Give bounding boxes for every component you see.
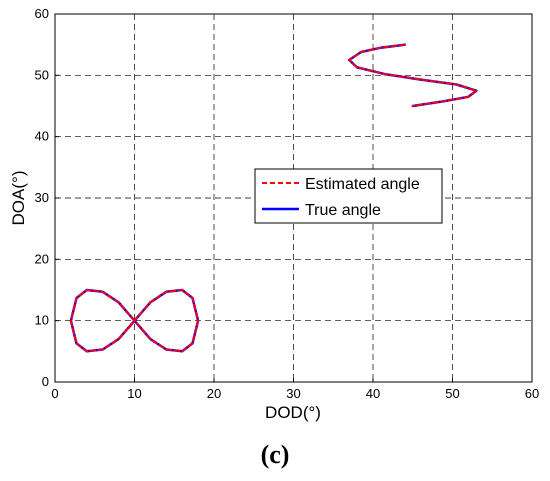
y-tick-label: 0 [42, 374, 49, 389]
legend: Estimated angle True angle [254, 168, 443, 224]
x-tick-label: 40 [366, 386, 380, 401]
y-tick-label: 40 [35, 129, 49, 144]
legend-true-label: True angle [305, 202, 381, 219]
x-tick-label: 60 [525, 386, 539, 401]
x-tick-label: 0 [51, 386, 58, 401]
y-tick-label: 50 [35, 67, 49, 82]
x-tick-label: 50 [445, 386, 459, 401]
plot-series [69, 43, 478, 353]
estimated-angle-line-2 [348, 43, 478, 107]
x-tick-label: 10 [127, 386, 141, 401]
legend-estimated-label: Estimated angle [305, 176, 420, 193]
y-axis-label: DOA(°) [9, 171, 28, 226]
estimated-angle-line-1 [69, 289, 200, 353]
figure-caption: (c) [260, 440, 290, 469]
y-tick-label: 30 [35, 190, 49, 205]
x-tick-label: 20 [207, 386, 221, 401]
x-axis-label: DOD(°) [265, 403, 321, 422]
axis-ticks: 0 10 20 30 40 50 60 0 10 20 30 40 50 60 [35, 6, 540, 401]
y-tick-label: 60 [35, 6, 49, 21]
x-tick-label: 30 [286, 386, 300, 401]
legend-box [254, 168, 443, 224]
chart: 0 10 20 30 40 50 60 0 10 20 30 40 50 60 Estimated ang… [9, 6, 540, 422]
y-tick-label: 20 [35, 251, 49, 266]
y-tick-label: 10 [35, 313, 49, 328]
